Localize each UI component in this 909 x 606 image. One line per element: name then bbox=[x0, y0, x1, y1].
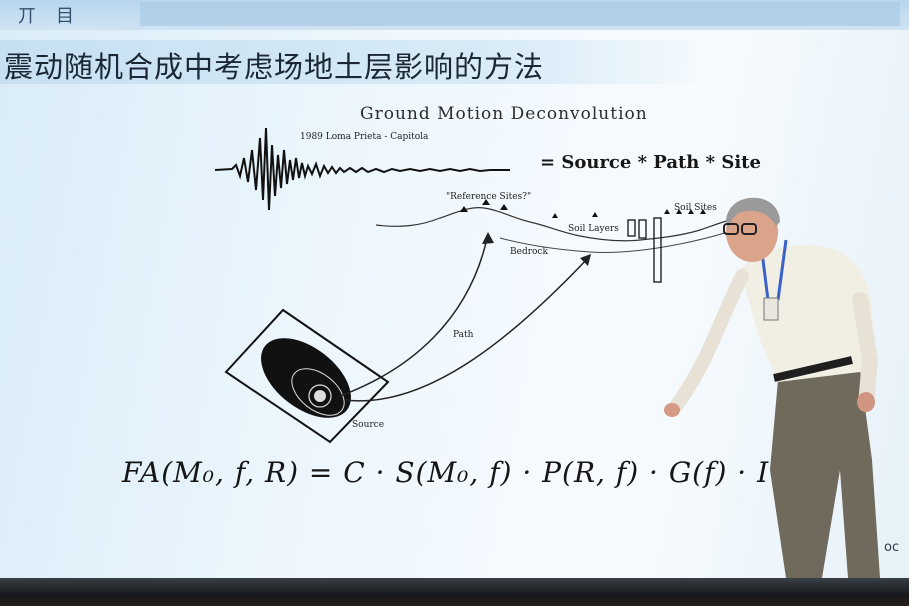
soil-sites-label: Soil Sites bbox=[674, 203, 717, 213]
arrowheads bbox=[482, 232, 591, 266]
surface-profile bbox=[375, 207, 731, 242]
path-label: Path bbox=[453, 330, 474, 340]
screen-bottom-edge bbox=[0, 578, 909, 606]
deconvolution-equation: = Source * Path * Site bbox=[540, 152, 761, 173]
header-fragment-right: 目 bbox=[56, 6, 74, 27]
title-bar bbox=[0, 40, 716, 84]
waveform-label: 1989 Loma Prieta - Capitola bbox=[300, 132, 429, 142]
slide-title: 震动随机合成中考虑场地土层影响的方法 bbox=[4, 50, 545, 84]
ray-paths bbox=[339, 233, 591, 402]
source-region bbox=[224, 308, 390, 444]
presenter-figure bbox=[664, 197, 880, 578]
header-fragment-left: 丌 bbox=[18, 6, 36, 27]
site-markers bbox=[460, 199, 706, 218]
fourier-amplitude-formula: FA(M₀, f, R) = C · S(M₀, f) · P(R, f) · … bbox=[122, 456, 770, 489]
source-label: Source bbox=[352, 420, 385, 430]
soil-layers-label: Soil Layers bbox=[568, 224, 619, 234]
slide-header-band: 丌 目 bbox=[0, 0, 909, 30]
borehole-columns bbox=[627, 217, 662, 283]
bedrock-line bbox=[499, 231, 729, 254]
header-block bbox=[140, 2, 900, 26]
seismogram-trace bbox=[214, 127, 510, 211]
reference-sites-label: "Reference Sites?" bbox=[446, 192, 532, 202]
corner-text: oc bbox=[884, 540, 900, 555]
diagram-title: Ground Motion Deconvolution bbox=[360, 104, 648, 124]
bedrock-label: Bedrock bbox=[510, 247, 548, 257]
